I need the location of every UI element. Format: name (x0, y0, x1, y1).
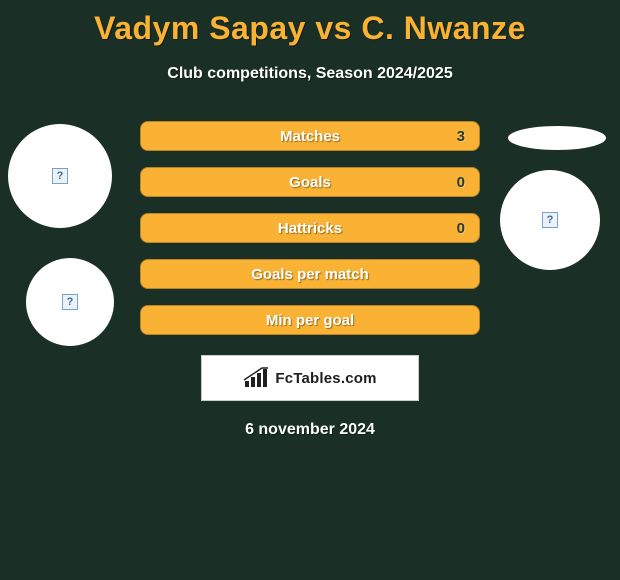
stat-label: Hattricks (278, 220, 342, 237)
brand-text: FcTables.com (275, 370, 376, 387)
stat-label: Matches (280, 128, 340, 145)
broken-image-icon (542, 212, 558, 228)
stat-value: 3 (457, 128, 465, 145)
stat-value: 0 (457, 220, 465, 237)
bar-chart-icon (243, 367, 269, 389)
stat-row-min-per-goal: Min per goal (140, 305, 480, 335)
avatar-right (500, 170, 600, 270)
subtitle: Club competitions, Season 2024/2025 (0, 65, 620, 83)
broken-image-icon (52, 168, 68, 184)
page-title: Vadym Sapay vs C. Nwanze (0, 0, 620, 47)
stat-row-hattricks: Hattricks 0 (140, 213, 480, 243)
stat-row-matches: Matches 3 (140, 121, 480, 151)
stat-label: Min per goal (266, 312, 354, 329)
broken-image-icon (62, 294, 78, 310)
avatar-left-top (8, 124, 112, 228)
stat-label: Goals (289, 174, 331, 191)
stats-container: Matches 3 Goals 0 Hattricks 0 Goals per … (140, 121, 480, 335)
avatar-left-bottom (26, 258, 114, 346)
ellipse-right-top (508, 126, 606, 150)
stat-value: 0 (457, 174, 465, 191)
brand-badge: FcTables.com (201, 355, 419, 401)
date-text: 6 november 2024 (0, 421, 620, 439)
stat-label: Goals per match (251, 266, 369, 283)
stat-row-goals-per-match: Goals per match (140, 259, 480, 289)
stat-row-goals: Goals 0 (140, 167, 480, 197)
